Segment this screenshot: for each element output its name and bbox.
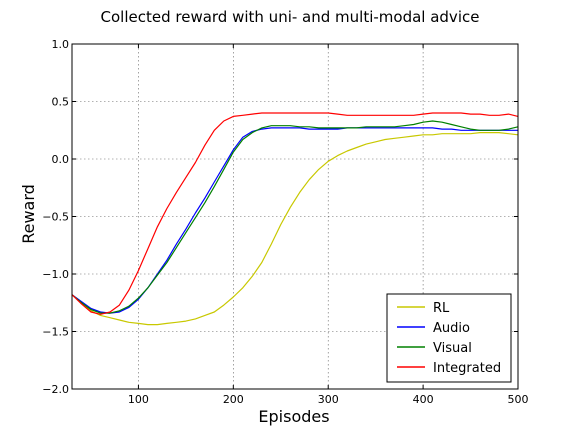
legend-label: Audio [433, 321, 470, 336]
x-tick-labels: 100 200 300 400 500 [128, 393, 529, 406]
y-tick-label: −1.0 [42, 268, 69, 281]
x-tick-label: 300 [318, 393, 339, 406]
x-axis-label: Episodes [258, 407, 329, 426]
y-tick-label: 1.0 [52, 38, 70, 51]
y-tick-label: −0.5 [42, 211, 69, 224]
x-tick-label: 400 [413, 393, 434, 406]
y-tick-label: −2.0 [42, 383, 69, 396]
y-tick-label: −1.5 [42, 326, 69, 339]
legend-label: Visual [433, 341, 472, 356]
series-lines [71, 112, 519, 326]
x-tick-label: 500 [508, 393, 529, 406]
legend-label: Integrated [433, 361, 501, 376]
y-tick-label: 0.0 [52, 153, 70, 166]
chart-title: Collected reward with uni- and multi-mod… [101, 8, 480, 26]
x-tick-label: 200 [223, 393, 244, 406]
series-line-integrated [71, 112, 519, 315]
series-line-visual [71, 120, 519, 314]
y-tick-label: 0.5 [52, 96, 70, 109]
axis-ticks [72, 43, 519, 390]
legend: RL Audio Visual Integrated [386, 293, 512, 383]
y-tick-labels: −2.0 −1.5 −1.0 −0.5 0.0 0.5 1.0 [42, 38, 69, 396]
x-tick-label: 100 [128, 393, 149, 406]
y-axis-label: Reward [19, 184, 38, 244]
series-line-rl [71, 132, 519, 326]
legend-label: RL [433, 301, 450, 316]
series-line-audio [71, 127, 518, 314]
